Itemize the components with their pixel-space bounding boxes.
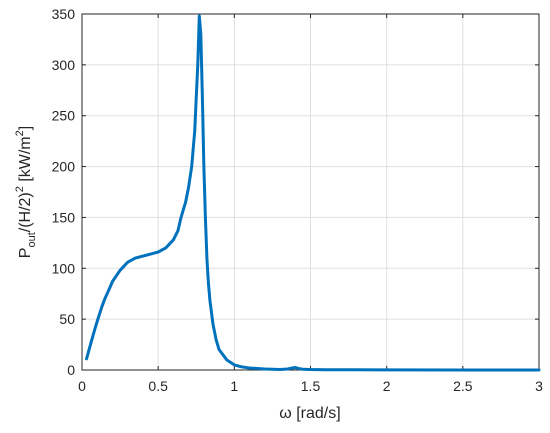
x-tick-label: 1 [230, 378, 238, 394]
grid [82, 14, 539, 370]
y-tick-label: 0 [67, 362, 75, 378]
series-line [85, 14, 541, 372]
y-tick-label: 300 [52, 57, 76, 73]
y-axis-label-part-1: P [17, 248, 34, 259]
y-axis-label-part-4: ] [17, 126, 34, 130]
y-axis-label: Pout/(H/2)2 [kW/m2] [14, 126, 38, 258]
y-tick-label: 250 [52, 108, 76, 124]
x-tick-label: 0.5 [148, 378, 168, 394]
y-tick-label: 50 [59, 311, 75, 327]
y-tick-label: 100 [52, 260, 76, 276]
y-axis-label-superscript-2: 2 [14, 130, 26, 136]
x-tick-label: 1.5 [301, 378, 321, 394]
y-axis-label-part-2: /(H/2) [17, 192, 34, 232]
x-tick-label: 0 [78, 378, 86, 394]
x-tick-label: 2 [383, 378, 391, 394]
y-tick-label: 200 [52, 159, 76, 175]
y-tick-label: 150 [52, 209, 76, 225]
series-layer [85, 14, 541, 372]
x-tick-label: 2.5 [453, 378, 473, 394]
y-tick-label: 350 [52, 6, 76, 22]
y-axis-label-superscript-1: 2 [14, 186, 26, 192]
x-tick-label: 3 [535, 378, 543, 394]
y-axis-label-part-3: [kW/m [17, 136, 34, 186]
y-axis-label-subscript: out [26, 232, 38, 247]
x-axis-label: ω [rad/s] [279, 405, 340, 422]
tick-labels: 0 0.5 1 1.5 2 2.5 3 0 50 100 150 200 250 300 350 [52, 6, 543, 394]
